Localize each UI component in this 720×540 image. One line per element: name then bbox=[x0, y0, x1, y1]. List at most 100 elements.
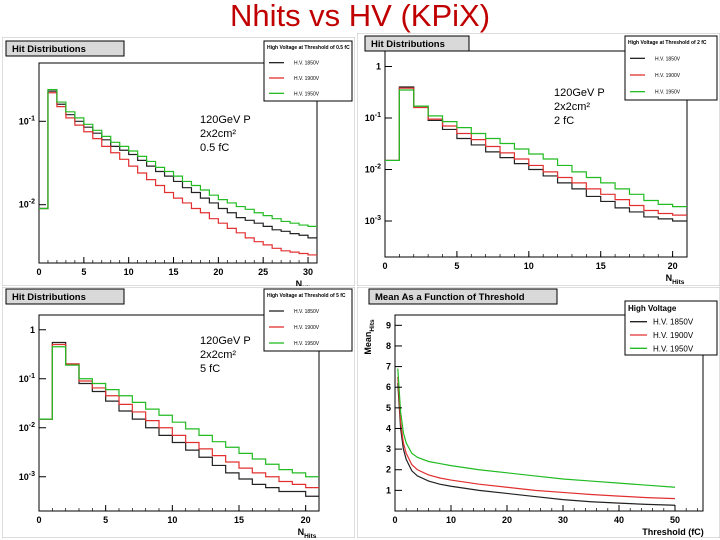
hist-panel-2fc: Hit Distributions 0 5 10 15 20 1 10-1 10-2 10-3 NH… bbox=[357, 33, 720, 286]
chart-annotation-2fc: 120GeV P 2x2cm² 2 fC bbox=[554, 86, 605, 128]
y-tick-label: 2 bbox=[386, 465, 391, 475]
x-tick-label: 10 bbox=[446, 515, 456, 525]
y-tick-label: 1 bbox=[386, 485, 391, 495]
x-tick-label: 20 bbox=[668, 261, 678, 271]
legend-label: H.V. 1900V bbox=[294, 325, 320, 331]
series-line-1950v bbox=[397, 368, 676, 488]
x-tick-label: 10 bbox=[167, 515, 177, 525]
y-tick-label: 1 bbox=[376, 62, 381, 72]
y-tick-label: 10-2 bbox=[19, 422, 35, 433]
chart-hits-5fc: Hit Distributions 0 5 10 15 20 1 10-1 10-2 10-3 NH… bbox=[2, 287, 355, 538]
x-tick-label: 0 bbox=[36, 515, 41, 525]
annotation-line: 120GeV P bbox=[200, 335, 251, 347]
legend: High Voltage at Threshold of 5 fC H.V. 18… bbox=[263, 288, 353, 352]
series-line-1850v bbox=[385, 86, 687, 222]
x-tick-label: 0 bbox=[382, 261, 387, 271]
chart-title: Hit Distributions bbox=[371, 39, 445, 50]
chart-title-box bbox=[5, 288, 125, 305]
series-line-1900v bbox=[385, 87, 687, 216]
annotation-line: 2 fC bbox=[554, 115, 575, 127]
y-tick-label: 10-2 bbox=[19, 199, 35, 210]
slide-title: Nhits vs HV (KPiX) bbox=[229, 0, 491, 33]
chart-mean-vs-threshold: Mean As a Function of Threshold 0 10 20 30 40… bbox=[357, 287, 720, 538]
y-tick-label: 10-3 bbox=[365, 215, 381, 226]
legend-label: H.V. 1900V bbox=[294, 76, 320, 82]
legend-label: H.V. 1950V bbox=[294, 91, 320, 97]
x-tick-label: 5 bbox=[81, 267, 86, 277]
y-tick-label: 7 bbox=[386, 362, 391, 372]
series-line-1850v bbox=[39, 90, 317, 239]
y-tick-label: 10-1 bbox=[19, 115, 35, 126]
legend-label: H.V. 1950V bbox=[294, 341, 320, 347]
annotation-line: 120GeV P bbox=[200, 114, 251, 126]
x-tick-label: 30 bbox=[558, 515, 568, 525]
legend-box bbox=[263, 40, 353, 102]
x-tick-label: 20 bbox=[213, 267, 223, 277]
legend-title: High Voltage bbox=[628, 304, 677, 313]
x-tick-label: 10 bbox=[524, 261, 534, 271]
mean-threshold-panel: Mean As a Function of Threshold 0 10 20 30 40… bbox=[357, 287, 720, 538]
series-group bbox=[397, 368, 676, 506]
x-tick-label: 20 bbox=[502, 515, 512, 525]
y-tick-label: 5 bbox=[386, 403, 391, 413]
chart-title-box bbox=[368, 288, 558, 305]
legend-label: H.V. 1900V bbox=[655, 73, 681, 79]
legend: High Voltage at Threshold of 2 fC H.V. 18… bbox=[624, 35, 718, 101]
legend-label: H.V. 1850V bbox=[653, 318, 694, 327]
series-line-1900v bbox=[39, 92, 317, 256]
series-line-1850v bbox=[397, 383, 676, 506]
chart-title: Mean As a Function of Threshold bbox=[375, 292, 525, 303]
y-tick-label: 9 bbox=[386, 320, 391, 330]
series-line-1900v bbox=[39, 343, 319, 489]
y-tick-label: 10-2 bbox=[365, 164, 381, 175]
legend-title: High Voltage at Threshold of 0.5 fC bbox=[267, 45, 350, 51]
x-tick-label: 15 bbox=[234, 515, 244, 525]
annotation-line: 2x2cm² bbox=[200, 349, 237, 361]
legend-label: H.V. 1850V bbox=[655, 56, 681, 62]
x-tick-label: 0 bbox=[36, 267, 41, 277]
chart-title-box bbox=[5, 40, 125, 57]
annotation-line: 2x2cm² bbox=[200, 128, 237, 140]
series-line-1950v bbox=[39, 88, 317, 227]
legend-title: High Voltage at Threshold of 2 fC bbox=[628, 40, 707, 46]
x-tick-label: 5 bbox=[103, 515, 108, 525]
chart-title-box bbox=[364, 35, 470, 52]
series-group bbox=[385, 86, 687, 222]
series-group bbox=[39, 88, 317, 256]
y-tick-label: 10-1 bbox=[19, 373, 35, 384]
series-line-1900v bbox=[397, 376, 676, 500]
x-tick-label: 10 bbox=[124, 267, 134, 277]
y-tick-label: 6 bbox=[386, 382, 391, 392]
hist-panel-5fc: Hit Distributions 0 5 10 15 20 1 10-1 10-2 10-3 NH… bbox=[2, 287, 355, 538]
x-axis-title: NHits bbox=[298, 527, 317, 538]
legend-label: H.V. 1950V bbox=[653, 344, 694, 353]
legend-label: H.V. 1850V bbox=[294, 309, 320, 315]
series-group bbox=[39, 341, 319, 497]
y-tick-label: 8 bbox=[386, 341, 391, 351]
x-tick-label: 15 bbox=[169, 267, 179, 277]
x-tick-label: 30 bbox=[303, 267, 313, 277]
legend: High Voltage H.V. 1850V H.V. 1900V H.V. 195… bbox=[624, 300, 718, 356]
legend-label: H.V. 1850V bbox=[294, 61, 320, 67]
y-tick-label: 4 bbox=[386, 423, 391, 433]
x-tick-label: 0 bbox=[392, 515, 397, 525]
series-line-1850v bbox=[39, 341, 319, 497]
series-line-1950v bbox=[385, 89, 687, 208]
annotation-line: 120GeV P bbox=[554, 87, 605, 99]
chart-annotation-0p5fc: 120GeV P 2x2cm² 0.5 fC bbox=[200, 113, 251, 155]
legend-title: High Voltage at Threshold of 5 fC bbox=[267, 293, 346, 299]
hist-panel-0p5fc: Hit Distributions 0 5 10 15 20 25 30 10-1 10-2 N Hi… bbox=[2, 37, 355, 286]
x-tick-label: 20 bbox=[301, 515, 311, 525]
series-line-1950v bbox=[39, 346, 319, 478]
x-tick-label: 40 bbox=[614, 515, 624, 525]
x-axis-title: Threshold (fC) bbox=[642, 527, 704, 537]
chart-title: Hit Distributions bbox=[12, 292, 86, 303]
x-tick-label: 25 bbox=[258, 267, 268, 277]
legend-box bbox=[624, 35, 718, 101]
legend-box bbox=[624, 300, 718, 356]
annotation-line: 5 fC bbox=[200, 363, 221, 375]
y-tick-label: 3 bbox=[386, 444, 391, 454]
legend-box bbox=[263, 288, 353, 352]
